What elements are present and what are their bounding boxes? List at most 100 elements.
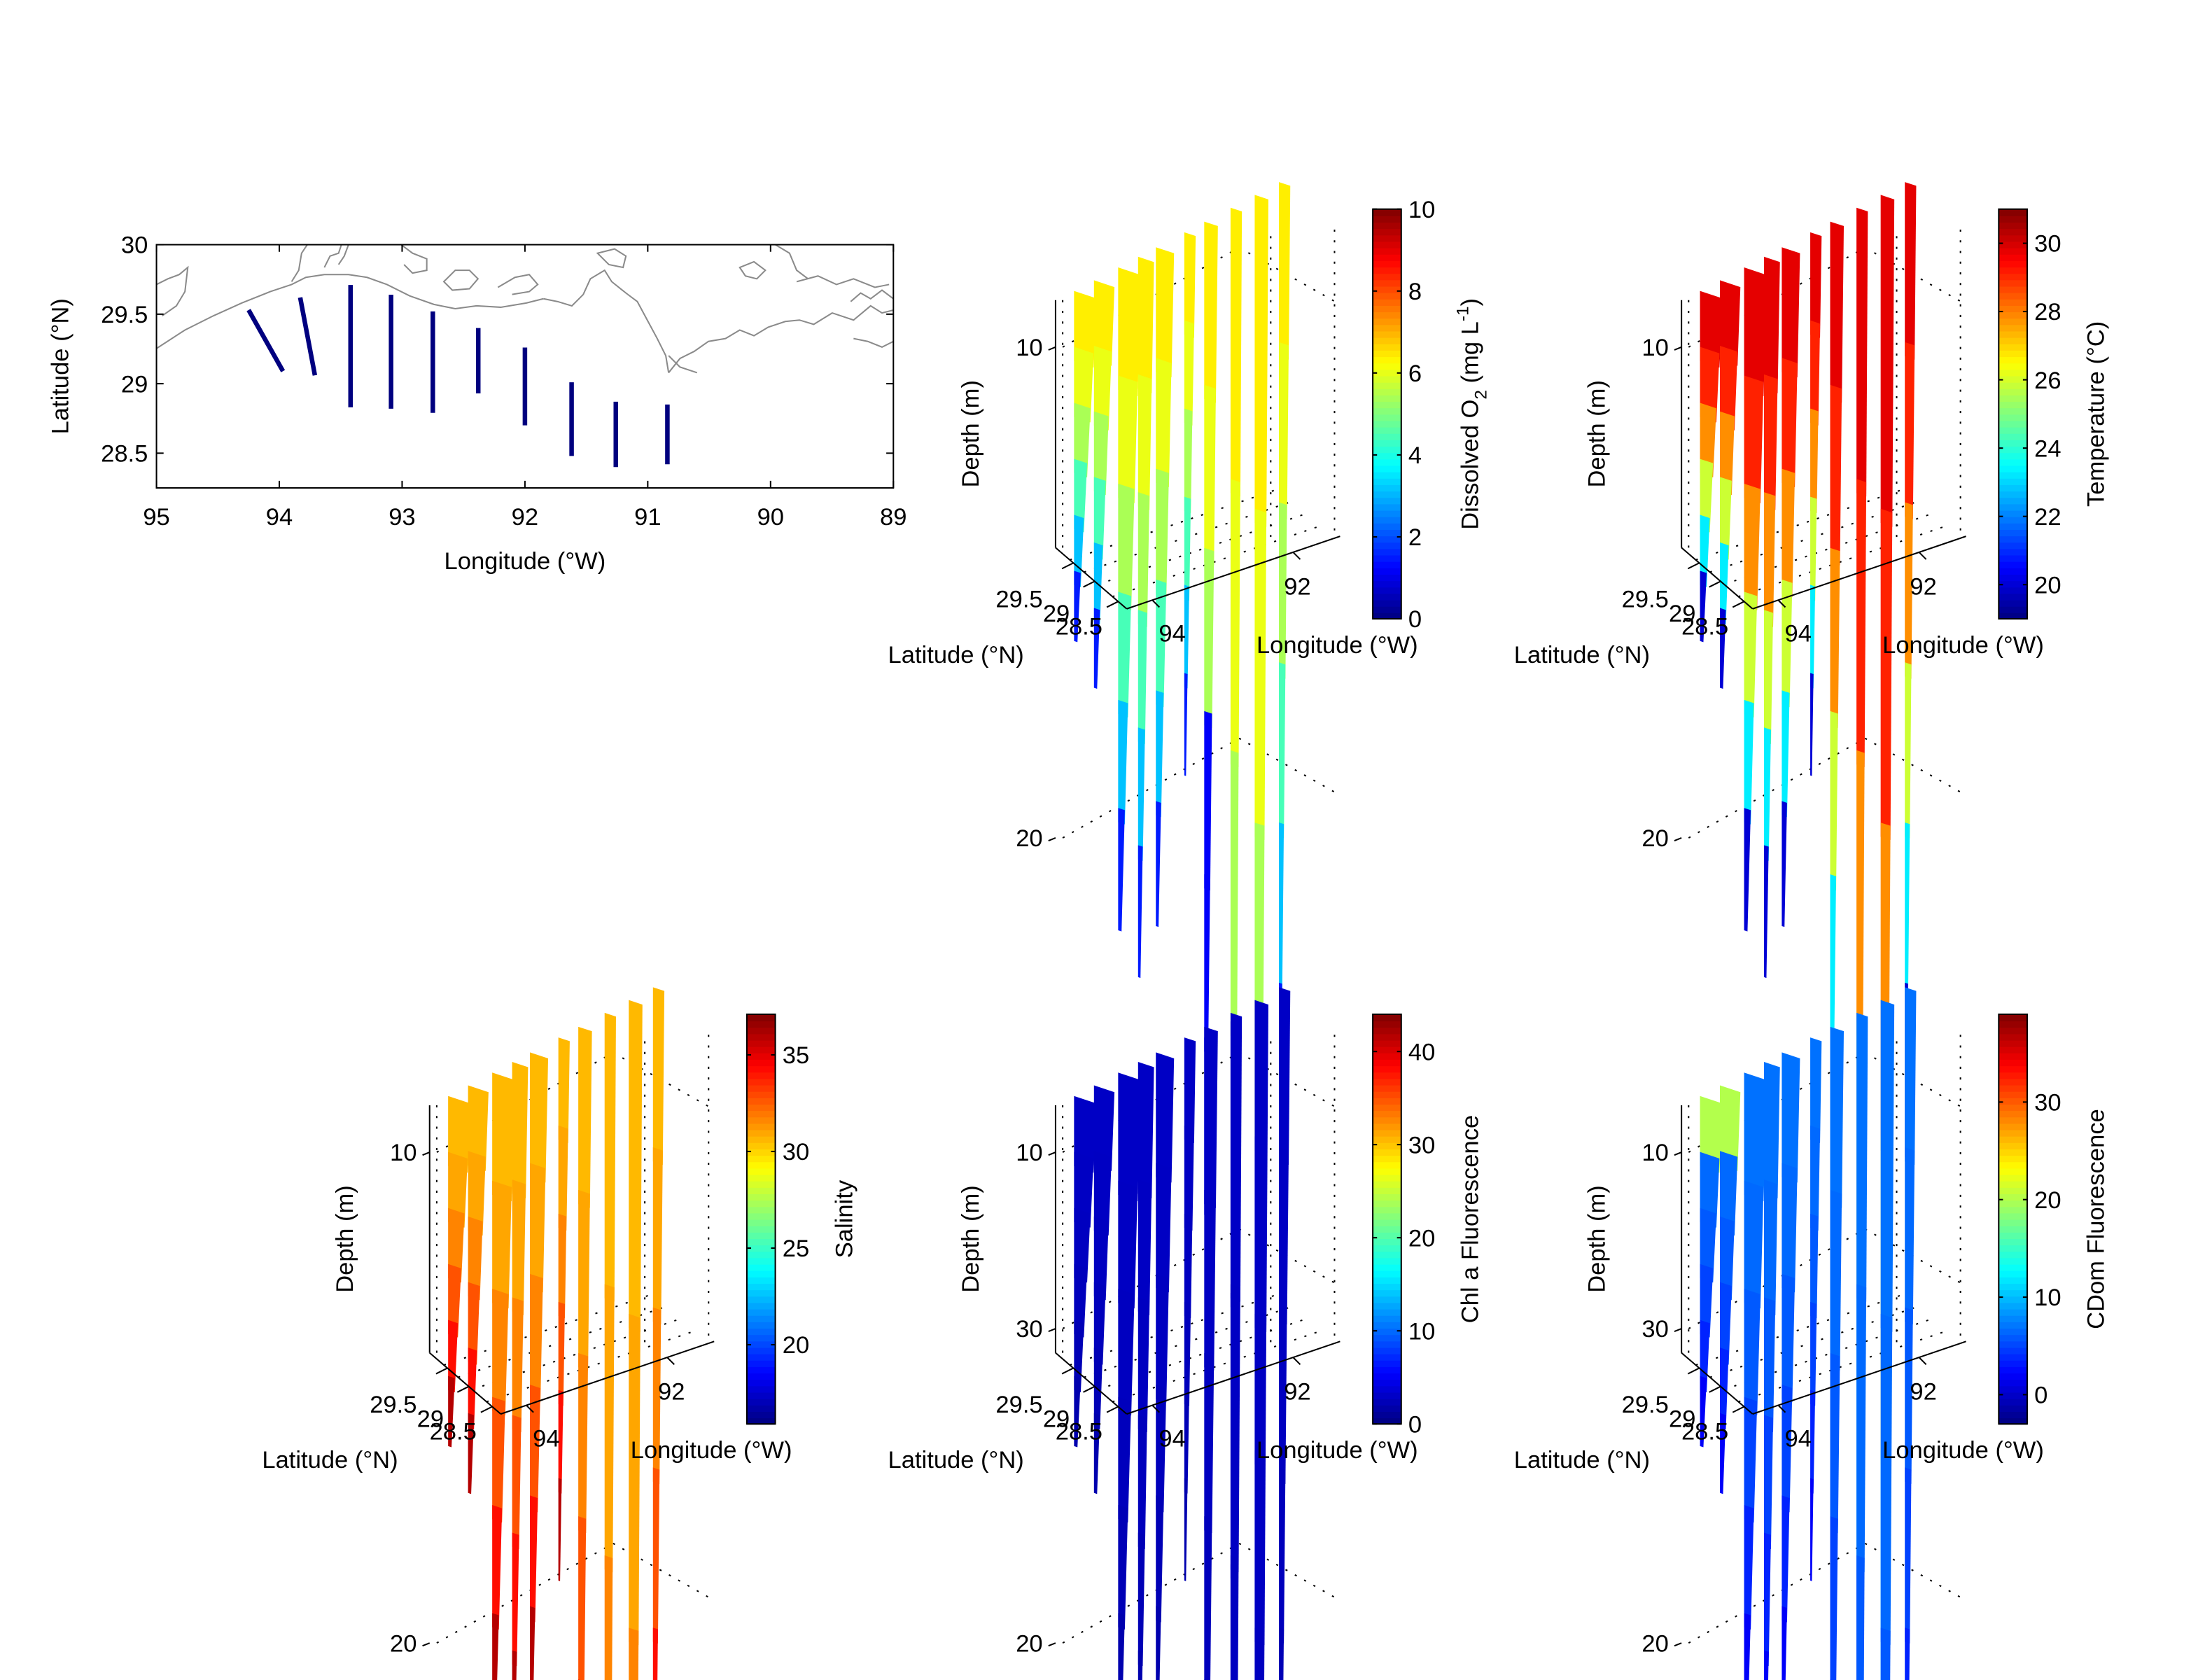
colorbar-label-text: (mg L <box>1457 321 1484 390</box>
longitude-axis-line <box>500 1340 715 1415</box>
profile-slice <box>1905 502 1913 679</box>
latitude-tick-label: 29 <box>1669 1406 1695 1432</box>
profile-slice <box>1856 1284 1867 1573</box>
colorbar-swatch <box>1998 253 2027 261</box>
profile-slice <box>1184 1478 1188 1581</box>
colorbar-swatch <box>1998 286 2027 293</box>
colorbar-swatch <box>1998 1264 2027 1271</box>
colorbar-tick-label: 20 <box>2034 1187 2061 1214</box>
profile-slice <box>1093 1216 1109 1301</box>
depth-tick-mark <box>1048 1152 1056 1156</box>
profile-slice <box>1138 1062 1154 1198</box>
colorbar-swatch <box>746 1155 776 1163</box>
profile-slice <box>1720 542 1729 624</box>
colorbar-swatch <box>746 1334 776 1342</box>
colorbar-swatch <box>1373 1245 1401 1252</box>
colorbar-swatch <box>1998 510 2027 517</box>
latitude-tick-mark <box>1061 562 1074 570</box>
coastline-segment <box>668 304 894 374</box>
colorbar-swatch <box>1998 363 2027 370</box>
profile-slice <box>468 1151 486 1236</box>
profile-slice <box>1905 822 1910 998</box>
profile-slice <box>1744 1505 1754 1630</box>
profile-slice <box>492 1289 509 1416</box>
colorbar-tick-label: 0 <box>2034 1382 2047 1409</box>
grid-line <box>1864 1543 1967 1602</box>
latitude-tick-label: 28.5 <box>1056 1419 1102 1446</box>
depth-tick-mark <box>422 1152 430 1156</box>
colorbar-swatch <box>746 1052 776 1060</box>
profile-slice <box>1700 458 1714 533</box>
longitude-tick-mark <box>1918 1357 1927 1366</box>
profile-slice <box>1254 508 1267 840</box>
profile-slice <box>1118 375 1138 503</box>
latitude-tick-label: 29 <box>1043 1406 1070 1432</box>
colorbar-swatch <box>1998 1040 2027 1047</box>
colorbar-swatch <box>1998 1027 2027 1035</box>
colorbar-swatch <box>1373 1219 1401 1226</box>
colorbar-swatch <box>746 1257 776 1265</box>
profile-slice <box>558 1213 567 1319</box>
colorbar-swatch <box>746 1264 776 1271</box>
profile-slice <box>1279 1147 1289 1324</box>
profile-slice <box>1810 673 1814 776</box>
profile-slice <box>1204 710 1212 891</box>
profile-slice <box>1093 346 1112 430</box>
colorbar-swatch <box>746 1116 776 1124</box>
colorbar-swatch <box>1998 234 2027 242</box>
profile-slice <box>1810 496 1817 601</box>
colorbar-swatch <box>746 1186 776 1195</box>
profile-slice <box>1254 1000 1268 1332</box>
latitude-tick-mark <box>480 1406 493 1413</box>
colorbar-swatch <box>746 1110 776 1118</box>
profile-slice <box>1184 496 1191 601</box>
colorbar-swatch <box>1998 1251 2027 1259</box>
colorbar-swatch <box>746 1168 776 1175</box>
colorbar-swatch <box>1998 606 2027 613</box>
colorbar-swatch <box>1373 1078 1401 1086</box>
profile-slice <box>1118 1505 1128 1630</box>
longitude-tick-mark <box>1777 599 1786 608</box>
latitude-axis-label: Latitude (°N) <box>262 1447 398 1474</box>
coastline-segment <box>796 275 890 288</box>
grid-line <box>1062 1228 1240 1329</box>
profile-slice <box>1279 182 1291 360</box>
colorbar-swatch <box>1373 510 1401 517</box>
colorbar-swatch <box>1373 439 1401 447</box>
profile-slice <box>1720 346 1738 430</box>
colorbar-swatch <box>1998 573 2027 582</box>
colorbar-swatch <box>746 1033 776 1041</box>
colorbar-swatch <box>1998 228 2027 236</box>
colorbar-swatch <box>1373 433 1401 440</box>
longitude-axis-label: Longitude (°W) <box>1256 1437 1418 1464</box>
profile-slice <box>530 1273 543 1403</box>
colorbar-swatch <box>1998 260 2027 268</box>
colorbar-swatch <box>746 1404 776 1412</box>
colorbar-swatch <box>1998 1219 2027 1226</box>
profile-slice <box>1156 247 1175 378</box>
profile-slice <box>1204 1353 1214 1534</box>
profile-slice <box>1700 1152 1720 1228</box>
depth-tick-label: 10 <box>1016 335 1042 361</box>
colorbar-swatch <box>1373 1155 1401 1163</box>
profile-slice <box>558 1037 570 1143</box>
profile-slice <box>492 1613 499 1680</box>
profile-slice <box>578 1516 587 1680</box>
depth-tick-mark <box>1674 1642 1682 1647</box>
colorbar-swatch <box>1373 1321 1401 1329</box>
colorbar-swatch <box>1998 580 2027 588</box>
profile-slice <box>1138 1297 1150 1432</box>
grid-line <box>1238 246 1340 305</box>
colorbar-swatch <box>746 1328 776 1336</box>
colorbar-swatch <box>1998 612 2027 620</box>
profile-slice <box>578 1189 590 1371</box>
latitude-tick-mark <box>1106 1406 1119 1413</box>
colorbar-swatch <box>1373 222 1401 230</box>
colorbar-swatch <box>1998 1359 2027 1367</box>
colorbar-label: Chl a Fluorescence <box>1457 1115 1484 1323</box>
latitude-tick-mark <box>435 1367 448 1375</box>
profile-slice <box>1093 1348 1103 1429</box>
profile-slice <box>1764 1062 1780 1198</box>
